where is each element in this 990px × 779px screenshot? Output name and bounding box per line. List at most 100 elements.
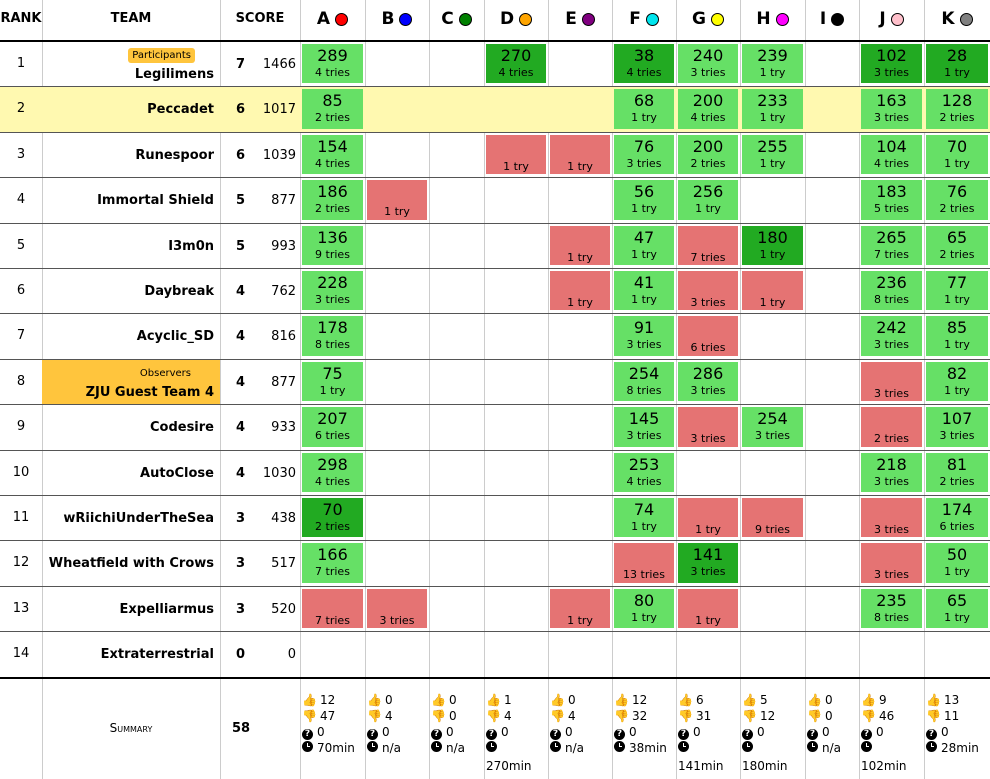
problem-header-e[interactable]: E xyxy=(548,0,612,38)
result-cell-k[interactable]: 77 1 try xyxy=(926,271,988,311)
team-cell[interactable]: Daybreak xyxy=(42,269,220,313)
result-cell-g[interactable]: 1 try xyxy=(678,498,738,538)
result-cell-j[interactable]: 104 4 tries xyxy=(861,134,922,175)
problem-header-c[interactable]: C xyxy=(429,0,484,38)
result-cell-j[interactable]: 235 8 tries xyxy=(861,588,922,629)
problem-header-a[interactable]: A xyxy=(300,0,365,38)
result-cell-a[interactable]: 186 2 tries xyxy=(302,180,363,220)
result-cell-g[interactable]: 256 1 try xyxy=(678,180,738,220)
result-cell-f[interactable]: 13 tries xyxy=(614,543,674,583)
result-cell-a[interactable]: 289 4 tries xyxy=(302,44,363,84)
result-cell-k[interactable]: 82 1 try xyxy=(926,361,988,402)
result-cell-a[interactable]: 85 2 tries xyxy=(302,89,363,129)
result-cell-g[interactable]: 141 3 tries xyxy=(678,543,738,583)
result-cell-a[interactable]: 136 9 tries xyxy=(302,225,363,265)
result-cell-a[interactable]: 228 3 tries xyxy=(302,271,363,311)
result-cell-a[interactable]: 154 4 tries xyxy=(302,134,363,175)
result-cell-h[interactable]: 9 tries xyxy=(742,498,803,538)
result-cell-f[interactable]: 253 4 tries xyxy=(614,452,674,492)
result-cell-k[interactable]: 28 1 try xyxy=(926,44,988,84)
result-cell-f[interactable]: 91 3 tries xyxy=(614,316,674,356)
result-cell-k[interactable]: 50 1 try xyxy=(926,543,988,583)
result-cell-d[interactable]: 270 4 tries xyxy=(486,44,546,84)
problem-header-g[interactable]: G xyxy=(676,0,740,38)
result-cell-e[interactable]: 1 try xyxy=(550,225,610,265)
result-cell-f[interactable]: 76 3 tries xyxy=(614,134,674,175)
result-cell-a[interactable]: 298 4 tries xyxy=(302,452,363,492)
result-cell-k[interactable]: 107 3 tries xyxy=(926,407,988,447)
result-cell-j[interactable]: 163 3 tries xyxy=(861,89,922,129)
result-cell-j[interactable]: 102 3 tries xyxy=(861,44,922,84)
result-cell-a[interactable]: 178 8 tries xyxy=(302,316,363,356)
result-cell-k[interactable]: 70 1 try xyxy=(926,134,988,175)
result-cell-f[interactable]: 145 3 tries xyxy=(614,407,674,447)
result-cell-f[interactable]: 74 1 try xyxy=(614,498,674,538)
result-cell-f[interactable]: 68 1 try xyxy=(614,89,674,129)
result-cell-g[interactable]: 200 4 tries xyxy=(678,89,738,129)
result-cell-g[interactable]: 240 3 tries xyxy=(678,44,738,84)
result-cell-j[interactable]: 265 7 tries xyxy=(861,225,922,265)
result-cell-a[interactable]: 7 tries xyxy=(302,588,363,629)
result-cell-f[interactable]: 56 1 try xyxy=(614,180,674,220)
result-cell-f[interactable]: 254 8 tries xyxy=(614,361,674,402)
result-cell-k[interactable]: 65 2 tries xyxy=(926,225,988,265)
result-cell-a[interactable]: 75 1 try xyxy=(302,361,363,402)
result-cell-f[interactable]: 38 4 tries xyxy=(614,44,674,84)
team-cell[interactable]: Immortal Shield xyxy=(42,178,220,222)
result-cell-k[interactable]: 65 1 try xyxy=(926,588,988,629)
team-cell[interactable]: Codesire xyxy=(42,405,220,449)
result-cell-g[interactable]: 286 3 tries xyxy=(678,361,738,402)
problem-header-d[interactable]: D xyxy=(484,0,548,38)
result-cell-e[interactable]: 1 try xyxy=(550,271,610,311)
result-cell-k[interactable]: 85 1 try xyxy=(926,316,988,356)
result-cell-f[interactable]: 80 1 try xyxy=(614,588,674,629)
result-cell-h[interactable]: 255 1 try xyxy=(742,134,803,175)
result-cell-k[interactable]: 128 2 tries xyxy=(926,89,988,129)
team-cell[interactable]: I3m0n xyxy=(42,224,220,268)
result-cell-h[interactable]: 233 1 try xyxy=(742,89,803,129)
result-cell-a[interactable]: 207 6 tries xyxy=(302,407,363,447)
result-cell-b[interactable]: 3 tries xyxy=(367,588,427,629)
team-cell[interactable]: Acyclic_SD xyxy=(42,314,220,358)
team-cell[interactable]: Expelliarmus xyxy=(42,587,220,631)
result-cell-j[interactable]: 2 tries xyxy=(861,407,922,447)
result-cell-j[interactable]: 3 tries xyxy=(861,361,922,402)
team-cell[interactable]: Extraterrestrial xyxy=(42,632,220,676)
result-cell-h[interactable]: 239 1 try xyxy=(742,44,803,84)
result-cell-g[interactable]: 6 tries xyxy=(678,316,738,356)
team-cell[interactable]: wRiichiUnderTheSea xyxy=(42,496,220,540)
result-cell-e[interactable]: 1 try xyxy=(550,588,610,629)
problem-header-j[interactable]: J xyxy=(859,0,924,38)
result-cell-d[interactable]: 1 try xyxy=(486,134,546,175)
result-cell-f[interactable]: 41 1 try xyxy=(614,271,674,311)
result-cell-g[interactable]: 3 tries xyxy=(678,271,738,311)
result-cell-g[interactable]: 1 try xyxy=(678,588,738,629)
result-cell-g[interactable]: 200 2 tries xyxy=(678,134,738,175)
problem-header-i[interactable]: I xyxy=(805,0,859,38)
result-cell-g[interactable]: 7 tries xyxy=(678,225,738,265)
result-cell-j[interactable]: 242 3 tries xyxy=(861,316,922,356)
problem-header-h[interactable]: H xyxy=(740,0,805,38)
problem-header-k[interactable]: K xyxy=(924,0,990,38)
result-cell-k[interactable]: 76 2 tries xyxy=(926,180,988,220)
team-cell[interactable]: AutoClose xyxy=(42,451,220,495)
result-cell-j[interactable]: 3 tries xyxy=(861,543,922,583)
team-cell[interactable]: Wheatfield with Crows xyxy=(42,541,220,585)
problem-header-b[interactable]: B xyxy=(365,0,429,38)
result-cell-b[interactable]: 1 try xyxy=(367,180,427,220)
problem-header-f[interactable]: F xyxy=(612,0,676,38)
result-cell-j[interactable]: 3 tries xyxy=(861,498,922,538)
result-cell-k[interactable]: 174 6 tries xyxy=(926,498,988,538)
result-cell-j[interactable]: 236 8 tries xyxy=(861,271,922,311)
result-cell-k[interactable]: 81 2 tries xyxy=(926,452,988,492)
team-cell[interactable]: Peccadet xyxy=(42,87,220,131)
team-cell[interactable]: Runespoor xyxy=(42,133,220,177)
result-cell-j[interactable]: 183 5 tries xyxy=(861,180,922,220)
result-cell-a[interactable]: 70 2 tries xyxy=(302,498,363,538)
result-cell-h[interactable]: 180 1 try xyxy=(742,225,803,265)
result-cell-e[interactable]: 1 try xyxy=(550,134,610,175)
team-cell[interactable]: Participants Legilimens xyxy=(42,42,220,86)
team-cell[interactable]: Observers ZJU Guest Team 4 xyxy=(42,359,220,405)
result-cell-h[interactable]: 1 try xyxy=(742,271,803,311)
result-cell-f[interactable]: 47 1 try xyxy=(614,225,674,265)
